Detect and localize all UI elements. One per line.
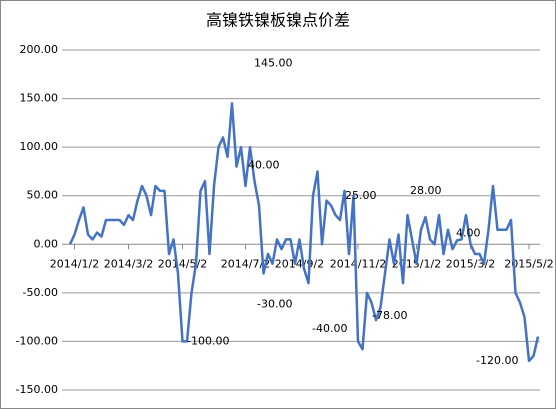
x-tick-label: 2014/5/2 (158, 257, 207, 270)
x-tick-label: 2015/3/2 (446, 257, 495, 270)
series-line (68, 102, 540, 363)
y-tick-label: 50.00 (27, 189, 59, 202)
y-tick-label: -50.00 (23, 286, 58, 299)
annotation: 4.00 (456, 226, 481, 239)
y-tick-label: 0.00 (34, 237, 59, 250)
annotation: -40.00 (312, 322, 347, 335)
annotation: 145.00 (254, 56, 293, 69)
y-tick-label: 150.00 (20, 92, 59, 105)
annotation: 40.00 (248, 158, 280, 171)
x-tick-label: 2014/3/2 (104, 257, 153, 270)
x-tick-label: 2014/7/2 (221, 257, 270, 270)
annotation: -100.00 (187, 334, 229, 347)
y-tick-label: -150.00 (16, 383, 58, 396)
annotation: -78.00 (372, 309, 407, 322)
x-tick-label: 2014/11/2 (330, 257, 386, 270)
y-tick-label: 100.00 (20, 140, 59, 153)
annotation: -120.00 (476, 354, 518, 367)
y-tick-label: -100.00 (16, 334, 58, 347)
chart-title: 高镍铁镍板镍点价差 (206, 11, 350, 30)
y-tick-label: 200.00 (20, 43, 59, 56)
annotation: -30.00 (257, 297, 292, 310)
annotation: 28.00 (410, 184, 442, 197)
x-tick-label: 2014/1/2 (50, 257, 99, 270)
x-tick-label: 2014/9/2 (275, 257, 324, 270)
annotation: 25.00 (345, 189, 377, 202)
x-tick-label: 2015/5/2 (504, 257, 553, 270)
